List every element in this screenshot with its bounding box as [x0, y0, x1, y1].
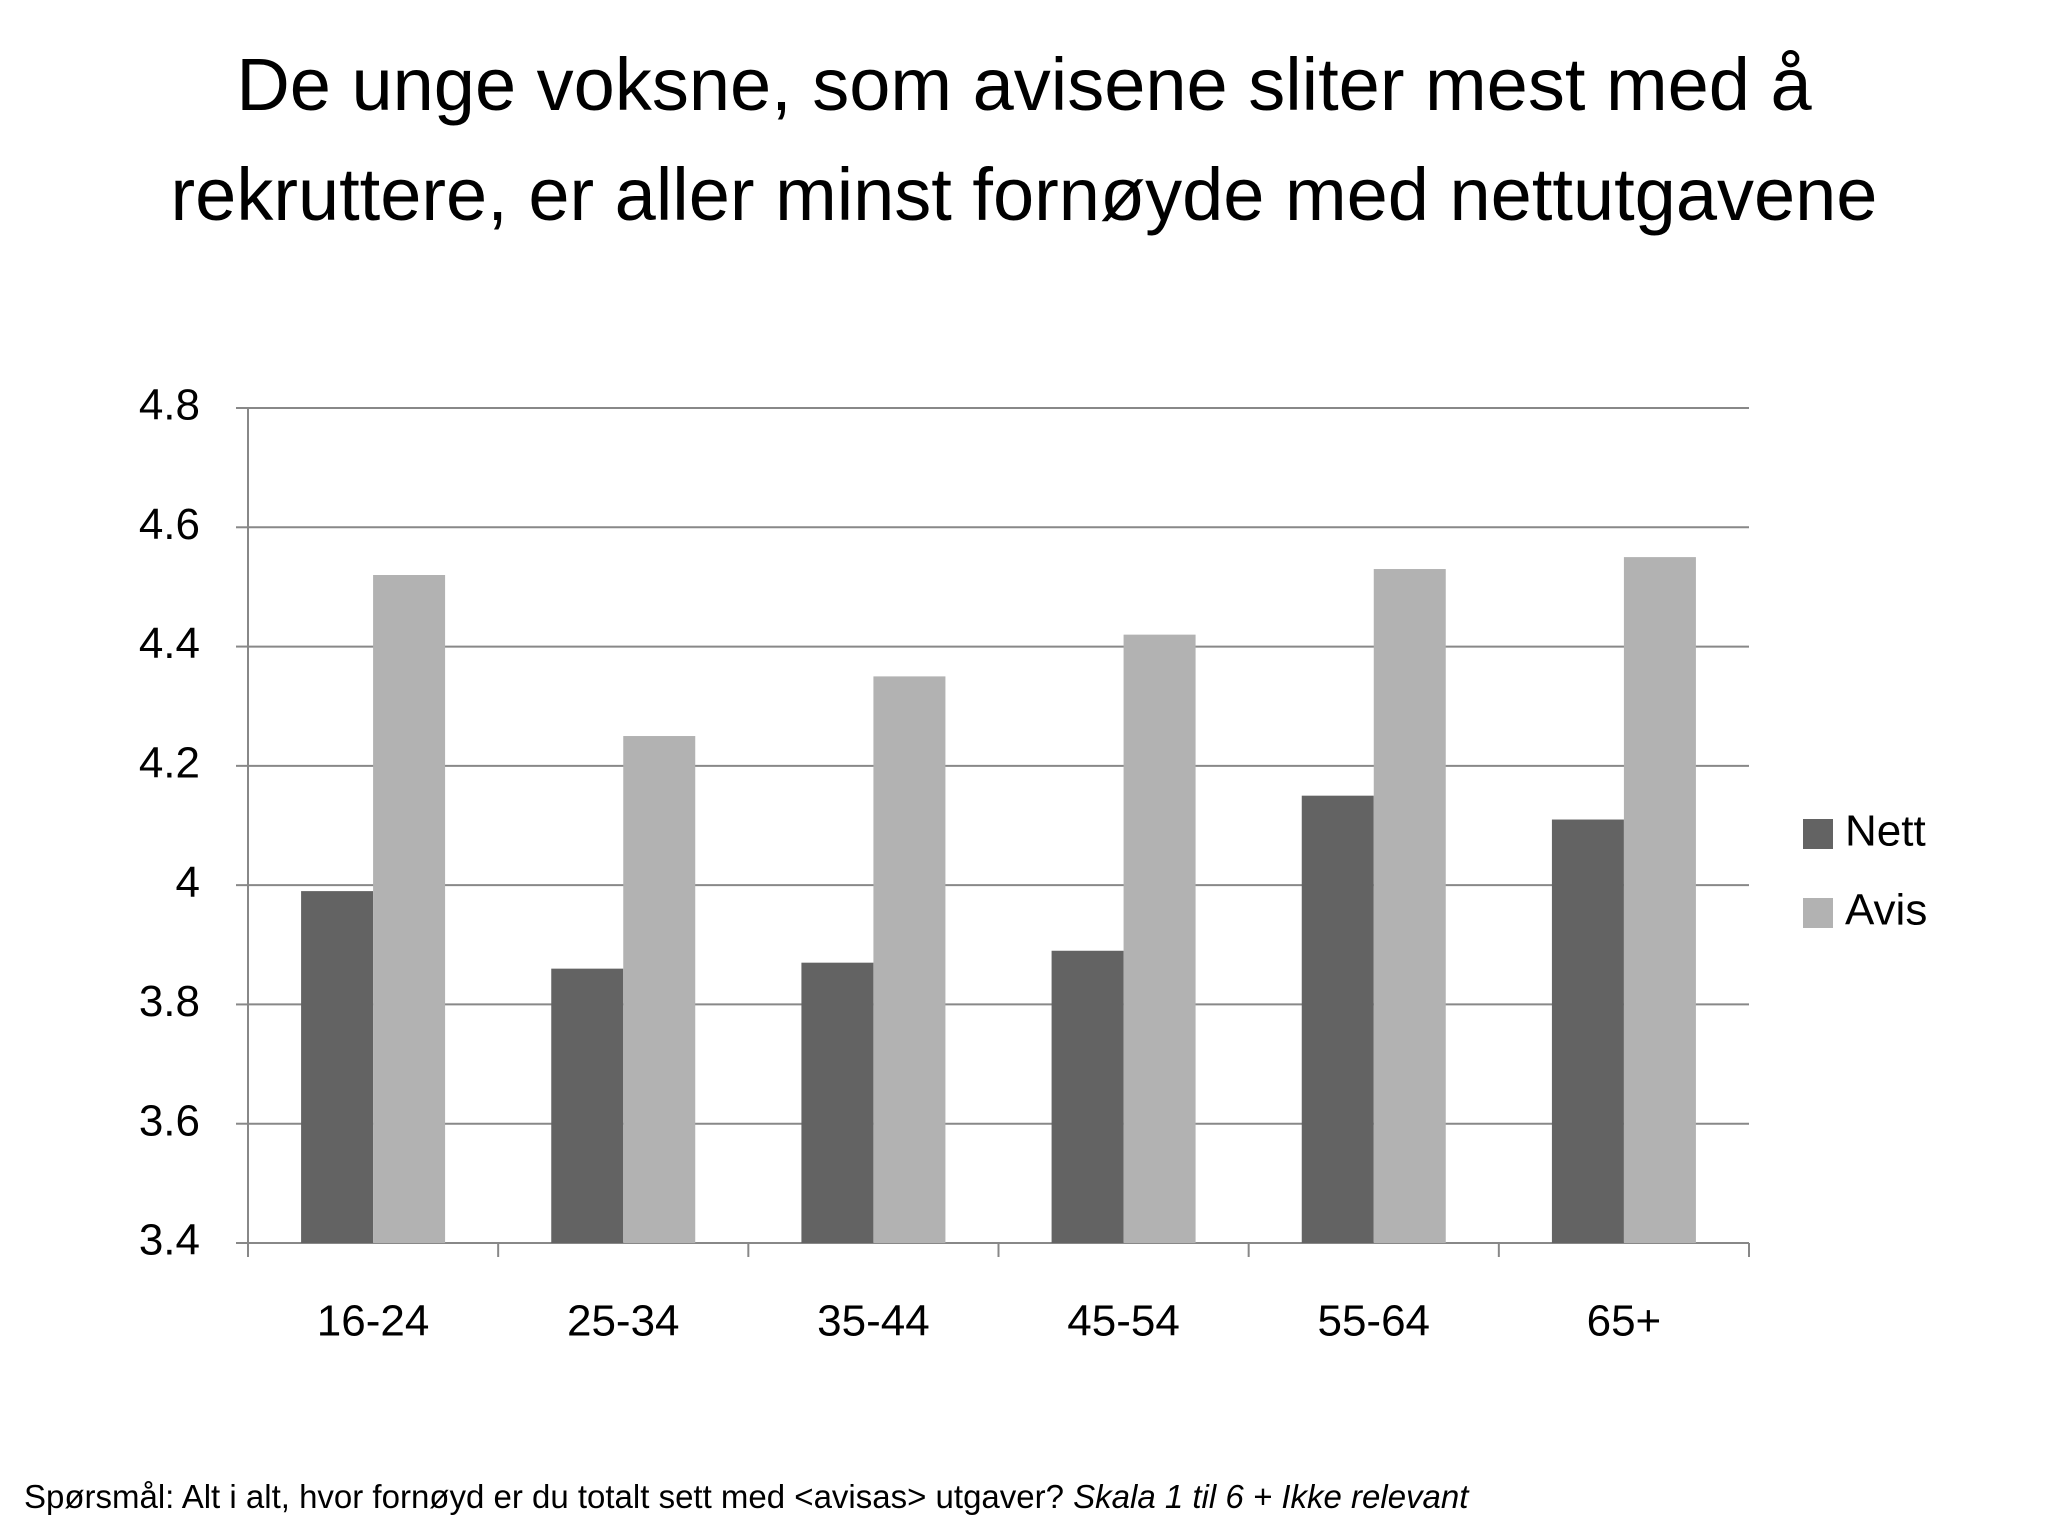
y-tick-label: 4.4	[139, 619, 200, 668]
bar	[873, 676, 946, 1243]
y-tick-label: 4.8	[139, 381, 200, 430]
y-tick-label: 4	[176, 858, 200, 907]
footnote: Spørsmål: Alt i alt, hvor fornøyd er du …	[24, 1478, 1468, 1516]
bar	[801, 962, 874, 1243]
y-tick-label: 3.8	[139, 977, 200, 1026]
bar	[1051, 950, 1124, 1243]
chart-title: De unge voksne, som avisene sliter mest …	[170, 43, 1878, 236]
x-tick-label: 16-24	[317, 1297, 430, 1346]
bar	[1301, 795, 1374, 1243]
x-tick-label: 35-44	[817, 1297, 930, 1346]
bar	[1623, 557, 1696, 1243]
bar	[301, 891, 374, 1243]
y-tick-label: 3.6	[139, 1096, 200, 1145]
legend-label: Nett	[1845, 807, 1926, 856]
footnote-italic: Skala 1 til 6 + Ikke relevant	[1073, 1478, 1469, 1515]
legend-label: Avis	[1845, 886, 1927, 935]
y-tick-label: 4.6	[139, 500, 200, 549]
x-tick-label: 45-54	[1067, 1297, 1180, 1346]
legend-swatch	[1803, 898, 1833, 928]
legend-swatch	[1803, 819, 1833, 849]
bar	[1123, 634, 1196, 1243]
x-tick-label: 65+	[1587, 1297, 1662, 1346]
x-tick-label: 25-34	[567, 1297, 680, 1346]
bar	[373, 575, 446, 1243]
bar	[623, 736, 696, 1243]
y-tick-label: 4.2	[139, 738, 200, 787]
y-tick-label: 3.4	[139, 1216, 200, 1265]
bar	[1551, 819, 1624, 1243]
bar	[551, 968, 624, 1243]
x-tick-label: 55-64	[1317, 1297, 1430, 1346]
bar	[1373, 569, 1446, 1243]
footnote-text: Spørsmål: Alt i alt, hvor fornøyd er du …	[24, 1478, 1064, 1515]
